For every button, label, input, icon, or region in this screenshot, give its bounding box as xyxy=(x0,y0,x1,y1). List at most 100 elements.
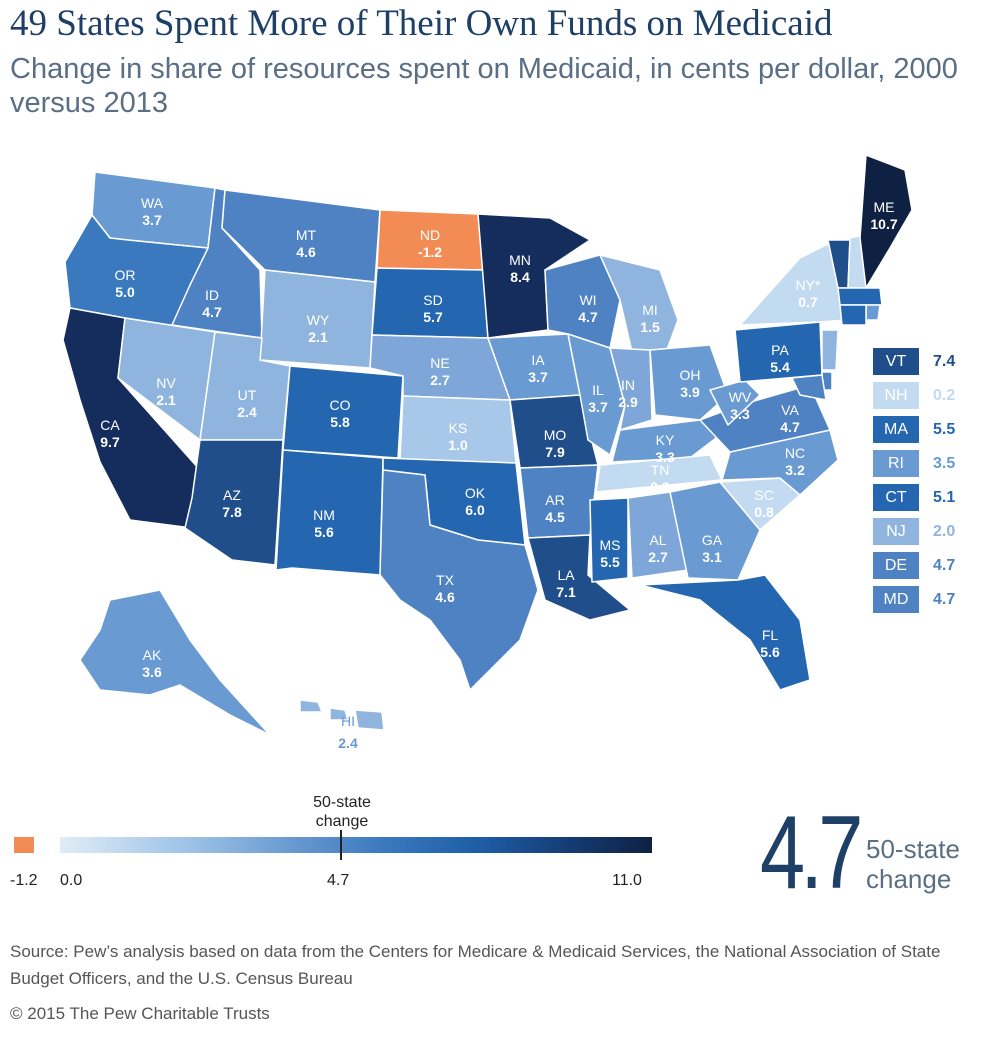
state-az xyxy=(184,439,284,566)
source-note: Source: Pew’s analysis based on data fro… xyxy=(10,942,941,988)
state-labels: WA3.7OR5.0CA9.7ID4.7NV2.1MT4.6WY2.1UT2.4… xyxy=(100,195,898,750)
state-value-mo: 7.9 xyxy=(545,444,565,460)
state-ny xyxy=(739,239,846,326)
state-label-or: OR xyxy=(115,267,136,283)
state-label-ms: MS xyxy=(600,537,621,553)
state-label-ny: NY* xyxy=(796,277,821,293)
state-label-ca: CA xyxy=(100,417,120,433)
state-label-me: ME xyxy=(874,199,895,215)
tick-label-zero: 0.0 xyxy=(60,872,83,889)
state-label-ak: AK xyxy=(143,647,162,663)
ne-box-ri: RI xyxy=(873,450,919,477)
ne-value-ct: 5.1 xyxy=(933,489,956,506)
state-label-ut: UT xyxy=(238,387,257,403)
state-label-pa: PA xyxy=(771,342,789,358)
state-value-nd: -1.2 xyxy=(418,244,442,260)
state-value-az: 7.8 xyxy=(222,504,242,520)
state-label-nv: NV xyxy=(156,375,176,391)
state-value-pa: 5.4 xyxy=(770,359,790,375)
state-ak xyxy=(79,589,271,736)
ne-value-nj: 2.0 xyxy=(933,523,956,540)
state-value-or: 5.0 xyxy=(115,284,135,300)
state-value-mn: 8.4 xyxy=(510,269,530,285)
state-ms xyxy=(589,497,629,583)
state-value-wv: 3.3 xyxy=(730,406,750,422)
state-value-sd: 5.7 xyxy=(423,309,443,325)
state-label-sc: SC xyxy=(754,487,773,503)
state-value-la: 7.1 xyxy=(556,584,576,600)
tick-label-max: 11.0 xyxy=(612,872,642,889)
tick-label-average: 4.7 xyxy=(327,872,350,889)
state-label-wi: WI xyxy=(579,292,596,308)
state-value-mi: 1.5 xyxy=(640,319,660,335)
state-ri xyxy=(865,304,881,321)
summary-value: 4.7 xyxy=(760,795,863,911)
state-shapes xyxy=(62,154,913,736)
state-label-al: AL xyxy=(649,532,666,548)
state-value-tx: 4.6 xyxy=(435,589,455,605)
state-value-in: 2.9 xyxy=(618,394,638,410)
average-marker-caption: 50-state change xyxy=(313,794,371,830)
state-md xyxy=(791,374,827,401)
color-scale-bar xyxy=(60,837,652,853)
state-ma xyxy=(837,287,883,306)
ne-box-nj: NJ xyxy=(873,518,919,545)
us-state-map: WA3.7OR5.0CA9.7ID4.7NV2.1MT4.6WY2.1UT2.4… xyxy=(62,154,913,750)
state-label-ks: KS xyxy=(449,420,468,436)
state-label-nc: NC xyxy=(785,445,805,461)
state-label-wy: WY xyxy=(307,312,330,328)
state-label-ne: NE xyxy=(430,355,449,371)
ne-value-nh: 0.2 xyxy=(933,387,956,404)
state-label-mi: MI xyxy=(642,302,658,318)
ne-box-vt: VT xyxy=(873,348,919,375)
negative-swatch xyxy=(14,837,34,853)
state-label-va: VA xyxy=(781,402,799,418)
state-value-ak: 3.6 xyxy=(142,664,162,680)
ne-value-vt: 7.4 xyxy=(933,353,956,370)
state-label-az: AZ xyxy=(223,487,241,503)
state-in xyxy=(609,347,653,431)
ne-value-md: 4.7 xyxy=(933,591,956,608)
state-value-mt: 4.6 xyxy=(296,244,316,260)
state-value-hi: 2.4 xyxy=(338,735,358,750)
state-label-mn: MN xyxy=(509,252,531,268)
ne-box-ma: MA xyxy=(873,416,919,443)
state-label-ky: KY xyxy=(656,432,675,448)
state-value-ar: 4.5 xyxy=(545,509,565,525)
state-label-nd: ND xyxy=(420,227,440,243)
state-label-oh: OH xyxy=(680,367,701,383)
state-nj xyxy=(821,329,839,371)
tick-label-negative: -1.2 xyxy=(10,872,38,889)
state-value-ne: 2.7 xyxy=(430,372,450,388)
state-value-ms: 5.5 xyxy=(600,554,620,570)
state-value-me: 10.7 xyxy=(870,216,897,232)
ne-value-ma: 5.5 xyxy=(933,421,956,438)
state-label-mt: MT xyxy=(296,227,317,243)
state-me xyxy=(859,154,913,289)
state-value-al: 2.7 xyxy=(648,549,668,565)
state-label-in: IN xyxy=(621,377,635,393)
state-label-il: IL xyxy=(592,382,604,398)
state-value-nv: 2.1 xyxy=(156,392,176,408)
state-hi xyxy=(299,699,385,731)
state-value-id: 4.7 xyxy=(202,304,222,320)
ne-box-md: MD xyxy=(873,586,919,613)
state-value-ky: 3.3 xyxy=(655,449,675,465)
state-ky xyxy=(611,419,721,463)
state-label-fl: FL xyxy=(762,627,779,643)
state-value-sc: 0.8 xyxy=(754,504,774,520)
state-value-ok: 6.0 xyxy=(465,502,485,518)
state-label-id: ID xyxy=(205,287,219,303)
state-oh xyxy=(649,344,729,421)
page-title: 49 States Spent More of Their Own Funds … xyxy=(10,3,833,44)
ne-value-ri: 3.5 xyxy=(933,455,956,472)
state-value-co: 5.8 xyxy=(330,414,350,430)
state-tx xyxy=(379,469,539,691)
state-label-wv: WV xyxy=(729,389,752,405)
state-value-ca: 9.7 xyxy=(100,434,120,450)
state-label-ok: OK xyxy=(465,485,486,501)
state-ga xyxy=(669,481,761,581)
state-value-nc: 3.2 xyxy=(785,462,805,478)
state-value-ut: 2.4 xyxy=(237,404,257,420)
state-value-ks: 1.0 xyxy=(448,437,468,453)
